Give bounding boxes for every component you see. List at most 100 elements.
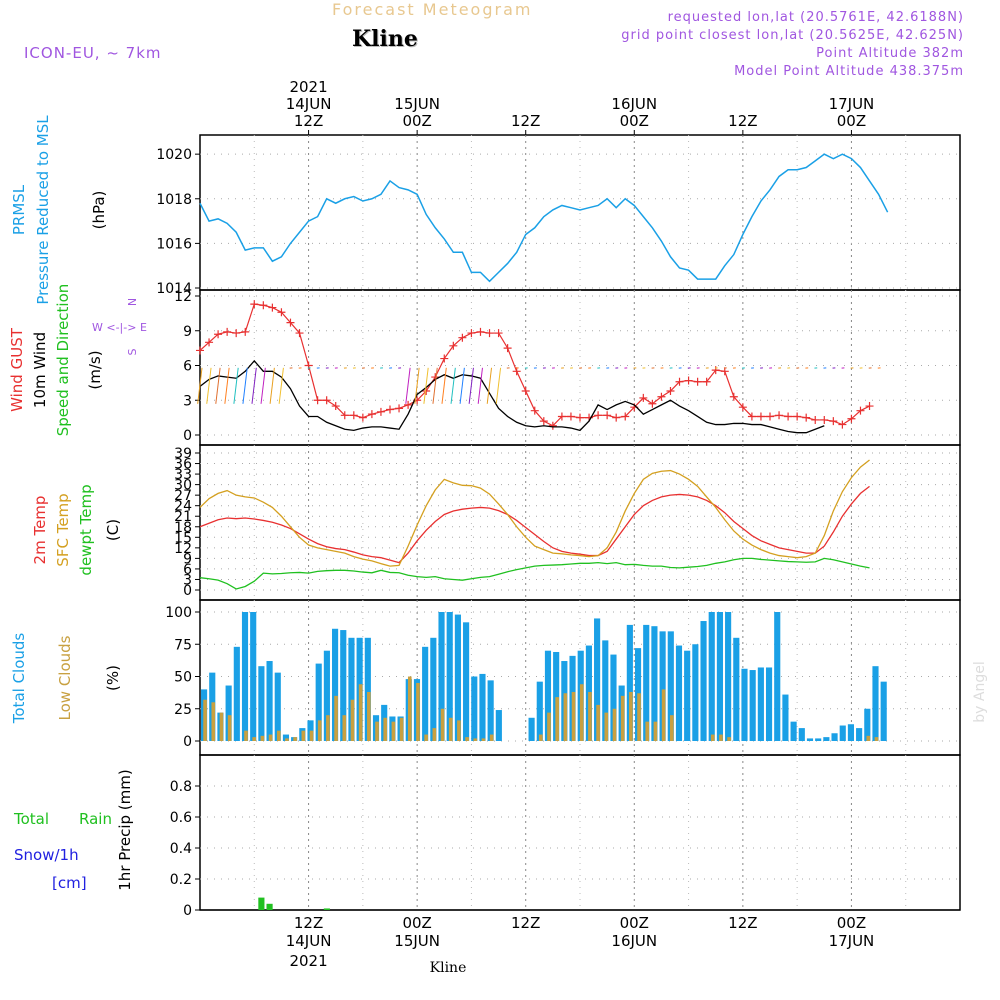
total-cloud-bar — [553, 651, 560, 741]
wind-direction-arrow — [477, 367, 483, 404]
time-label-bottom: 00Z — [402, 914, 431, 932]
low-cloud-bar — [424, 734, 428, 741]
temp-unit: (C) — [104, 519, 122, 541]
time-label-top: 16JUN — [611, 95, 657, 113]
gust-marker — [756, 412, 765, 421]
total-cloud-bar — [782, 694, 789, 741]
total-cloud-bar — [332, 628, 339, 741]
wind-direction-arrow — [450, 367, 456, 404]
low-cloud-bar — [342, 715, 347, 741]
total-cloud-bar — [323, 650, 330, 741]
gust-marker — [539, 417, 548, 426]
total-cloud-bar — [438, 612, 445, 741]
gust-marker — [476, 327, 485, 336]
gust-marker — [576, 413, 584, 422]
total-cloud-label: Total Clouds — [10, 633, 28, 725]
gust-marker — [259, 301, 268, 310]
gust-marker — [621, 412, 630, 421]
gust-marker — [268, 303, 277, 312]
low-cloud-bar — [645, 721, 650, 741]
wind-direction-arrow — [242, 367, 248, 404]
low-cloud-bar — [203, 699, 207, 741]
low-cloud-bar — [596, 704, 600, 741]
time-label-top: 00Z — [620, 112, 649, 130]
cloud-tick-label: 50 — [174, 670, 192, 686]
temp2m-line — [199, 485, 870, 564]
temp-tick-label: 12 — [174, 541, 192, 557]
precip-tick-label: 0 — [183, 903, 192, 919]
gust-marker — [331, 402, 340, 411]
gust-marker — [467, 329, 476, 338]
total-cloud-bar — [626, 624, 633, 741]
total-cloud-bar — [544, 650, 552, 741]
gust-marker — [693, 377, 702, 386]
gust-marker — [458, 333, 467, 342]
total-cloud-bar — [880, 681, 887, 741]
wind-direction-arrow — [197, 367, 203, 404]
low-cloud-bar — [563, 693, 568, 741]
temp-tick-label: 15 — [174, 530, 192, 546]
wind10m-line — [199, 359, 825, 434]
point-altitude: Point Altitude 382m — [816, 46, 964, 61]
precip-tick-label: 0.8 — [170, 779, 192, 795]
time-label-bottom: 14JUN — [286, 932, 332, 950]
total-cloud-bar — [258, 666, 265, 741]
prmsl-tick-label: 1020 — [156, 147, 192, 163]
total-cloud-bar — [708, 612, 715, 741]
time-label-top: 2021 — [289, 78, 327, 96]
total-cloud-bar — [684, 650, 691, 741]
gust-marker — [223, 327, 232, 336]
total-cloud-bar — [872, 666, 879, 741]
low-cloud-bar — [399, 717, 404, 741]
total-cloud-bar — [806, 738, 814, 741]
total-cloud-bar — [446, 612, 453, 741]
gust-marker — [214, 330, 223, 339]
total-cloud-bar — [282, 734, 290, 741]
low-cloud-bar — [481, 738, 486, 741]
watermark: by Angel — [972, 661, 988, 722]
total-cloud-bar — [340, 630, 347, 741]
gust-marker — [639, 393, 648, 402]
wind-tick-label: 6 — [183, 359, 192, 375]
total-cloud-bar — [528, 717, 535, 741]
low-cloud-bar — [579, 684, 584, 741]
gust-marker — [594, 411, 603, 420]
gust-marker — [738, 403, 747, 412]
snow-label: Snow/1h — [14, 846, 79, 864]
low-cloud-bar — [334, 695, 338, 741]
gust-marker — [557, 412, 566, 421]
gust-marker — [503, 344, 512, 353]
gust-marker — [521, 386, 530, 395]
gust-marker — [784, 412, 793, 421]
gust-marker — [566, 412, 575, 421]
low-cloud-bar — [448, 717, 453, 741]
gust-marker — [720, 367, 729, 376]
gust-marker — [295, 329, 304, 338]
total-cloud-bar — [839, 725, 846, 741]
total-cloud-bar — [364, 637, 371, 741]
gust-marker — [856, 406, 865, 415]
total-cloud-bar — [422, 646, 429, 741]
low-cloud-bar — [547, 712, 551, 741]
total-cloud-bar — [815, 738, 822, 741]
total-cloud-bar — [602, 640, 609, 741]
temp-tick-label: 27 — [174, 488, 192, 504]
wind-direction-arrow — [405, 367, 411, 404]
prmsl-tick-label: 1016 — [156, 236, 192, 252]
time-label-bottom: 12Z — [294, 914, 323, 932]
gust-marker — [702, 377, 711, 386]
gust-marker — [612, 413, 621, 422]
prmsl-label-full: Pressure Reduced to MSL — [34, 115, 52, 305]
low-cloud-bar — [416, 682, 420, 741]
wind-direction-arrow — [459, 367, 465, 404]
wind-direction-arrow — [269, 367, 275, 404]
total-cloud-bar — [856, 728, 863, 741]
total-cloud-bar — [716, 612, 723, 741]
low-cloud-bar — [489, 734, 494, 741]
total-cloud-bar — [700, 621, 707, 741]
low-cloud-bar — [383, 717, 388, 741]
gust-marker — [232, 329, 241, 338]
gust-marker — [404, 400, 413, 409]
gust-marker — [666, 386, 675, 395]
